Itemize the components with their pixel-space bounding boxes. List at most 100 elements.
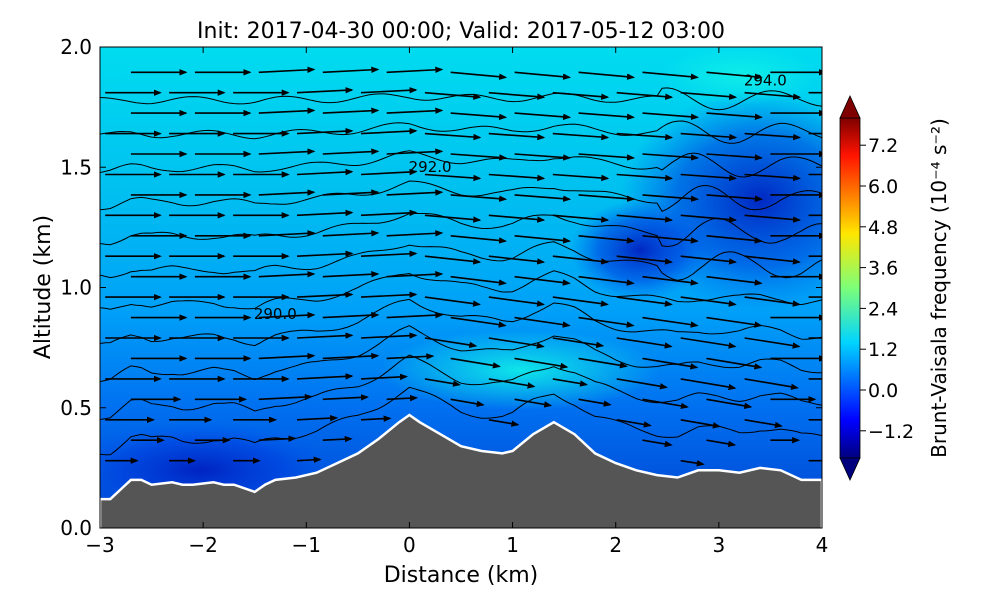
wind-vector <box>488 214 546 223</box>
isentrope-line <box>100 325 822 383</box>
colorbar-tick-label: 6.0 <box>868 176 898 198</box>
wind-vector <box>744 419 783 429</box>
wind-vector <box>296 209 354 217</box>
wind-vector <box>680 91 738 100</box>
wind-vector <box>258 189 316 196</box>
wind-vector <box>322 107 380 114</box>
wind-vector <box>296 373 354 380</box>
wind-vector <box>642 112 699 121</box>
contour-label: 294.0 <box>744 72 787 90</box>
wind-vector <box>360 415 392 422</box>
isentrope-line <box>100 150 822 178</box>
wind-vector <box>386 394 418 402</box>
wind-vector <box>424 378 461 387</box>
wind-vector <box>514 275 571 286</box>
colorbar-extend-top <box>839 95 861 119</box>
wind-vector <box>450 275 507 286</box>
wind-vector <box>552 378 588 387</box>
wind-vector <box>386 107 444 114</box>
x-tick-label: 4 <box>816 533 829 557</box>
wind-vector <box>360 291 418 298</box>
wind-vector <box>706 153 763 161</box>
wind-vector <box>386 189 444 196</box>
wind-vector <box>578 194 635 202</box>
y-tick-label: 0.5 <box>60 396 92 420</box>
wind-vector <box>616 173 674 182</box>
wind-vector <box>706 275 763 286</box>
field-blue-region-2 <box>570 200 710 300</box>
wind-vector <box>258 148 316 155</box>
x-tick-label: −3 <box>85 533 114 557</box>
wind-vector <box>424 91 482 100</box>
wind-vector <box>258 230 316 237</box>
wind-vector <box>642 439 673 448</box>
wind-vector <box>514 316 571 328</box>
wind-vector <box>680 214 738 223</box>
wind-vector <box>616 214 674 223</box>
wind-vector <box>578 316 635 328</box>
wind-vector <box>488 419 520 427</box>
wind-vector <box>744 173 802 182</box>
wind-vector <box>322 148 380 155</box>
wind-vector <box>514 112 572 121</box>
wind-vector <box>360 87 418 94</box>
wind-vector <box>488 91 546 100</box>
contour-labels: 290.0 292.0 294.0 <box>254 72 787 323</box>
wind-vector <box>578 112 635 121</box>
wind-vector <box>680 255 737 265</box>
wind-vector <box>450 112 508 121</box>
wind-vector <box>360 168 418 176</box>
wind-vector <box>360 250 418 258</box>
colorbar-gradient <box>839 117 861 459</box>
x-tick-label: −1 <box>292 533 321 557</box>
wind-vector <box>424 296 481 307</box>
wind-vectors <box>105 66 822 467</box>
wind-vector <box>322 352 380 360</box>
wind-vector <box>642 275 699 286</box>
y-tick-label: 2.0 <box>60 35 92 59</box>
wind-vector <box>488 378 536 389</box>
x-axis: −3 −2 −1 0 1 2 3 4 <box>85 47 828 557</box>
wind-vector <box>744 132 802 141</box>
plot-area: 290.0 292.0 294.0 <box>100 47 822 528</box>
wind-vector <box>616 132 674 141</box>
colorbar-ticks: −1.2 0.0 1.2 2.4 3.6 4.8 6.0 7.2 <box>860 135 914 443</box>
wind-vector <box>258 393 313 401</box>
wind-vector <box>552 255 610 265</box>
wind-vector <box>360 373 408 381</box>
wind-vector <box>680 296 737 307</box>
y-axis: 0.0 0.5 1.0 1.5 2.0 <box>60 35 822 540</box>
wind-vector <box>706 439 737 448</box>
isentrope-line <box>100 270 822 310</box>
wind-vector <box>514 194 572 202</box>
colorbar-tick-label: 4.8 <box>868 217 898 239</box>
isentrope-line <box>100 354 822 420</box>
wind-vector <box>296 250 354 258</box>
wind-vector <box>680 419 721 429</box>
colorbar-tick-label: 3.6 <box>868 258 898 280</box>
contour-label: 290.0 <box>254 305 297 323</box>
wind-vector <box>706 235 763 244</box>
x-tick-label: 3 <box>712 533 725 557</box>
wind-vector <box>706 71 763 80</box>
wind-vector <box>322 311 380 319</box>
wind-vector <box>578 71 635 80</box>
wind-vector <box>450 153 508 161</box>
wind-vector <box>450 194 508 202</box>
wind-vector <box>744 378 799 390</box>
wind-vector <box>386 230 444 237</box>
wind-vector <box>386 271 444 278</box>
colorbar-tick-label: −1.2 <box>868 421 914 443</box>
terrain <box>100 413 822 528</box>
wind-vector <box>488 337 545 349</box>
wind-vector <box>360 127 418 135</box>
x-tick-label: 2 <box>609 533 622 557</box>
wind-vector <box>514 71 571 80</box>
wind-vector <box>642 357 699 370</box>
wind-vector <box>424 214 482 223</box>
wind-vector <box>360 332 418 339</box>
colorbar-tick-label: 0.0 <box>868 380 898 402</box>
y-axis-label: Altitude (km) <box>31 215 56 359</box>
wind-vector <box>642 71 699 80</box>
wind-vector <box>680 337 737 349</box>
